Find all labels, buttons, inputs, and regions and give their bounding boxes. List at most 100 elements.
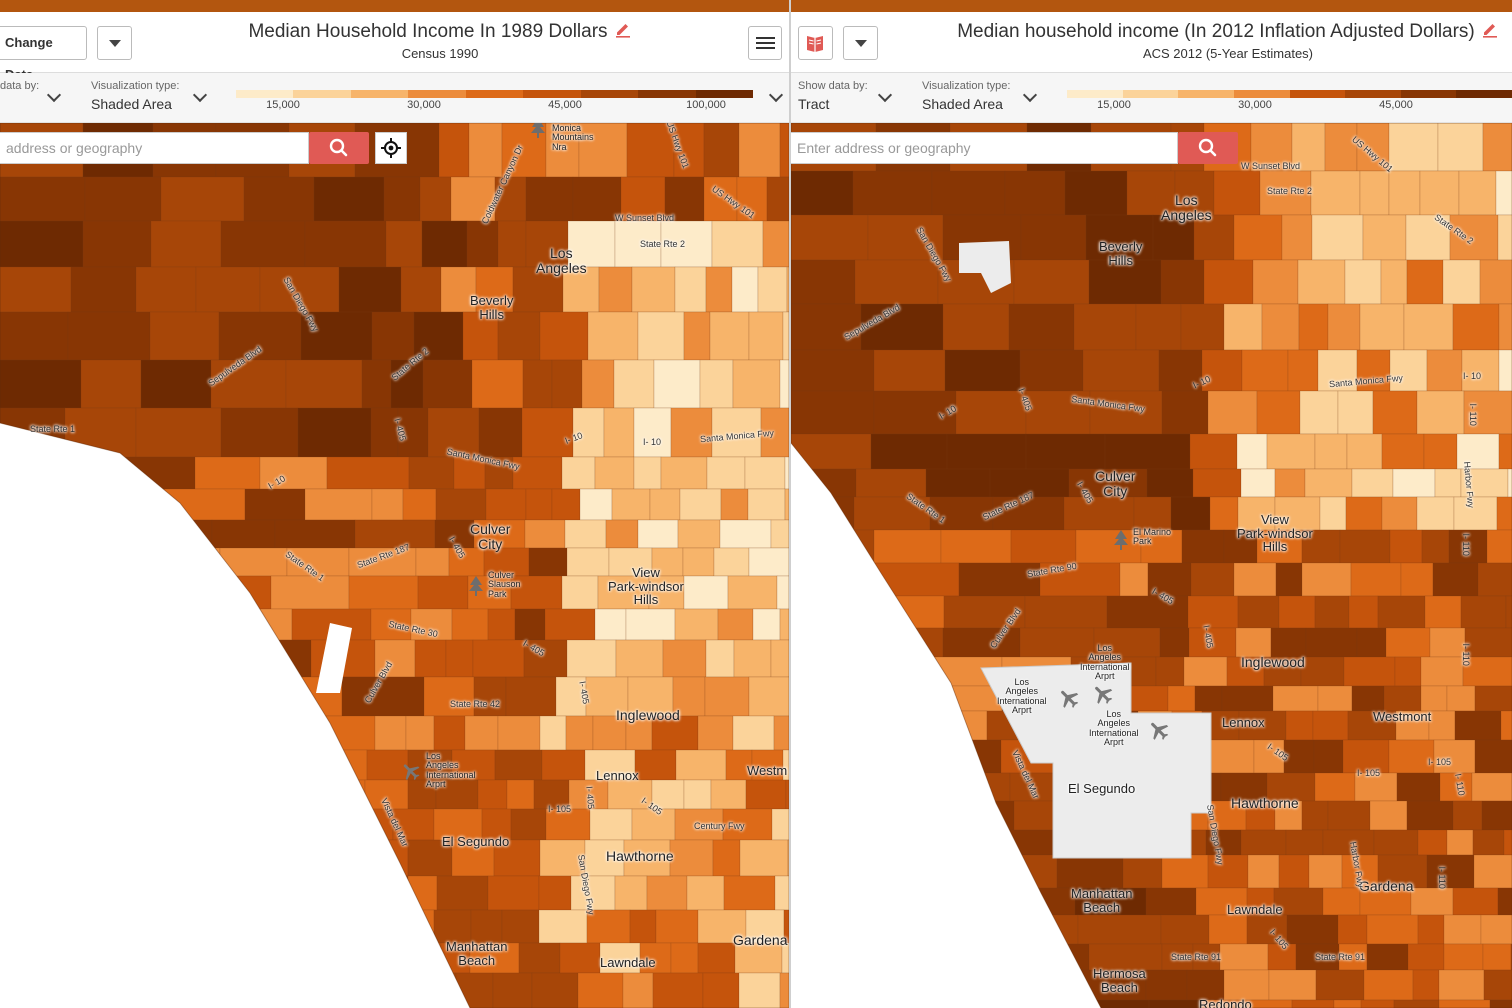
tract <box>766 176 789 222</box>
tract <box>210 359 287 409</box>
tract <box>462 311 499 361</box>
tract-layer <box>791 123 1512 1008</box>
tract <box>861 887 943 916</box>
tract <box>773 715 789 751</box>
search-input[interactable]: address or geography <box>0 132 309 164</box>
crosshair-icon <box>381 138 401 158</box>
left-controls-bar: data by: Visualization type: Shaded Area… <box>0 73 789 123</box>
tract <box>1426 854 1475 889</box>
chevron-down-icon[interactable] <box>192 87 208 103</box>
tract <box>1281 214 1313 261</box>
tract <box>427 407 480 458</box>
tract <box>723 875 776 911</box>
tract <box>1188 627 1237 658</box>
tract <box>1464 627 1512 658</box>
show-data-label: data by: <box>0 80 40 92</box>
tract <box>863 595 945 629</box>
dropdown-button[interactable] <box>97 26 132 60</box>
tract <box>220 220 306 268</box>
tract <box>279 875 363 911</box>
locate-button[interactable] <box>375 132 407 164</box>
left-map-canvas[interactable] <box>0 122 789 1008</box>
tract <box>196 875 281 911</box>
tract <box>1161 854 1209 889</box>
tract <box>744 456 786 490</box>
tract <box>791 214 869 261</box>
viz-type-select[interactable]: Shaded Area <box>91 96 172 112</box>
pencil-icon[interactable] <box>614 20 632 44</box>
map-label-inglewood: Inglewood <box>1241 654 1305 670</box>
tract <box>1311 214 1364 261</box>
tract <box>494 749 543 781</box>
map-label-i110: I- 110 <box>1460 533 1471 556</box>
panel-divider[interactable] <box>789 0 791 1008</box>
tract <box>271 808 333 841</box>
tract <box>68 808 151 841</box>
tract <box>751 749 784 781</box>
tract <box>492 972 533 1008</box>
tract <box>566 639 617 678</box>
right-title-block: Median household income (In 2012 Inflati… <box>939 20 1512 61</box>
tract <box>669 839 714 877</box>
tract <box>1322 887 1361 916</box>
search-button[interactable] <box>309 132 369 164</box>
show-data-select[interactable]: Tract <box>798 96 830 112</box>
tract <box>1024 595 1108 629</box>
tract <box>410 608 453 641</box>
tract <box>948 914 1016 945</box>
tract <box>1377 854 1428 889</box>
legend-tick: 15,000 <box>1097 99 1131 111</box>
tract <box>861 772 947 802</box>
airport-area <box>980 662 1212 859</box>
chevron-down-icon[interactable] <box>877 87 893 103</box>
airplane-icon <box>403 764 420 781</box>
dropdown-button[interactable] <box>843 26 878 60</box>
chevron-down-icon[interactable] <box>768 87 784 103</box>
tract <box>651 715 699 751</box>
tract <box>408 456 455 490</box>
tract <box>1348 595 1379 629</box>
tract <box>673 123 705 178</box>
tract <box>0 676 82 717</box>
tract <box>525 220 569 268</box>
right-map-canvas[interactable] <box>791 122 1512 1008</box>
tract <box>555 676 587 717</box>
right-map-panel: Los Angeles Beverly Hills Culver City Vi… <box>791 0 1512 1008</box>
viz-type-select[interactable]: Shaded Area <box>922 96 1003 112</box>
tract <box>436 875 489 911</box>
tract <box>633 456 662 490</box>
tract <box>286 547 350 577</box>
tract <box>1235 627 1272 658</box>
right-choropleth-map[interactable] <box>791 122 1512 1008</box>
tract <box>1207 390 1258 435</box>
search-input[interactable]: Enter address or geography <box>791 132 1178 164</box>
chevron-down-icon[interactable] <box>1022 87 1038 103</box>
legend-swatch <box>1178 90 1234 98</box>
chevron-down-icon[interactable] <box>46 87 62 103</box>
tract <box>67 311 151 361</box>
story-button[interactable] <box>798 26 833 60</box>
tract <box>1299 390 1339 435</box>
tract <box>855 468 927 498</box>
tract <box>135 266 197 313</box>
tract <box>1160 259 1205 305</box>
tract <box>1403 303 1454 351</box>
tract <box>285 749 368 781</box>
tract <box>363 972 393 1008</box>
tract <box>361 875 409 911</box>
change-data-button[interactable]: Change Data <box>0 26 87 82</box>
pencil-icon[interactable] <box>1481 20 1499 44</box>
tract <box>1452 800 1483 831</box>
tract <box>1297 259 1346 305</box>
tract <box>1283 739 1315 774</box>
tract <box>697 909 747 944</box>
tract <box>1498 433 1512 470</box>
left-choropleth-map[interactable] <box>0 122 789 1008</box>
tract <box>748 547 789 577</box>
tract <box>1286 914 1339 945</box>
search-button[interactable] <box>1178 132 1238 164</box>
map-label-beverly-hills: Beverly Hills <box>1099 239 1143 268</box>
tract <box>64 407 137 458</box>
menu-button[interactable] <box>748 26 782 60</box>
tract <box>371 311 415 361</box>
